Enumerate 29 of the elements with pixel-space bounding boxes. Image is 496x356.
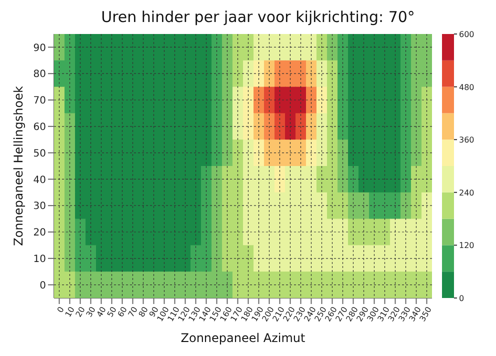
y-tick-label: 90 [33,42,46,54]
y-tick-label: 0 [40,280,46,292]
chart-title: Uren hinder per jaar voor kijkrichting: 70° [100,8,416,28]
y-tick-label: 60 [33,122,46,133]
x-tick-label: 80 [137,305,150,319]
y-tick-label: 30 [33,201,46,212]
x-tick-label: 10 [64,305,76,319]
x-tick-label: 20 [74,305,87,319]
y-tick-label: 70 [33,96,46,107]
color-bar-label: 120 [459,241,474,250]
x-tick-label: 70 [126,305,140,319]
color-bar-label: 240 [459,188,474,198]
y-tick-label: 80 [33,69,46,80]
x-tick-label: 0 [56,305,66,314]
x-tick-label: 40 [95,305,108,319]
y-axis-title: Zonnepaneel Hellingshoek [11,86,26,246]
y-tick-label: 10 [33,254,46,265]
color-bar-label: 360 [459,136,474,145]
color-bar-label: 480 [459,82,474,92]
color-bar-label: 0 [459,294,464,303]
x-axis-title: Zonnepaneel Azimut [180,331,306,345]
color-bar-label: 600 [459,30,474,39]
color-scale: 0 120 240 360 480 600 [438,28,488,346]
y-tick-label: 20 [33,228,46,239]
x-tick-label: 50 [106,305,118,319]
y-tick-label: 50 [33,148,46,160]
x-tick-label: 60 [116,305,129,319]
y-tick-label: 40 [33,174,46,186]
x-tick-label: 30 [84,305,98,319]
